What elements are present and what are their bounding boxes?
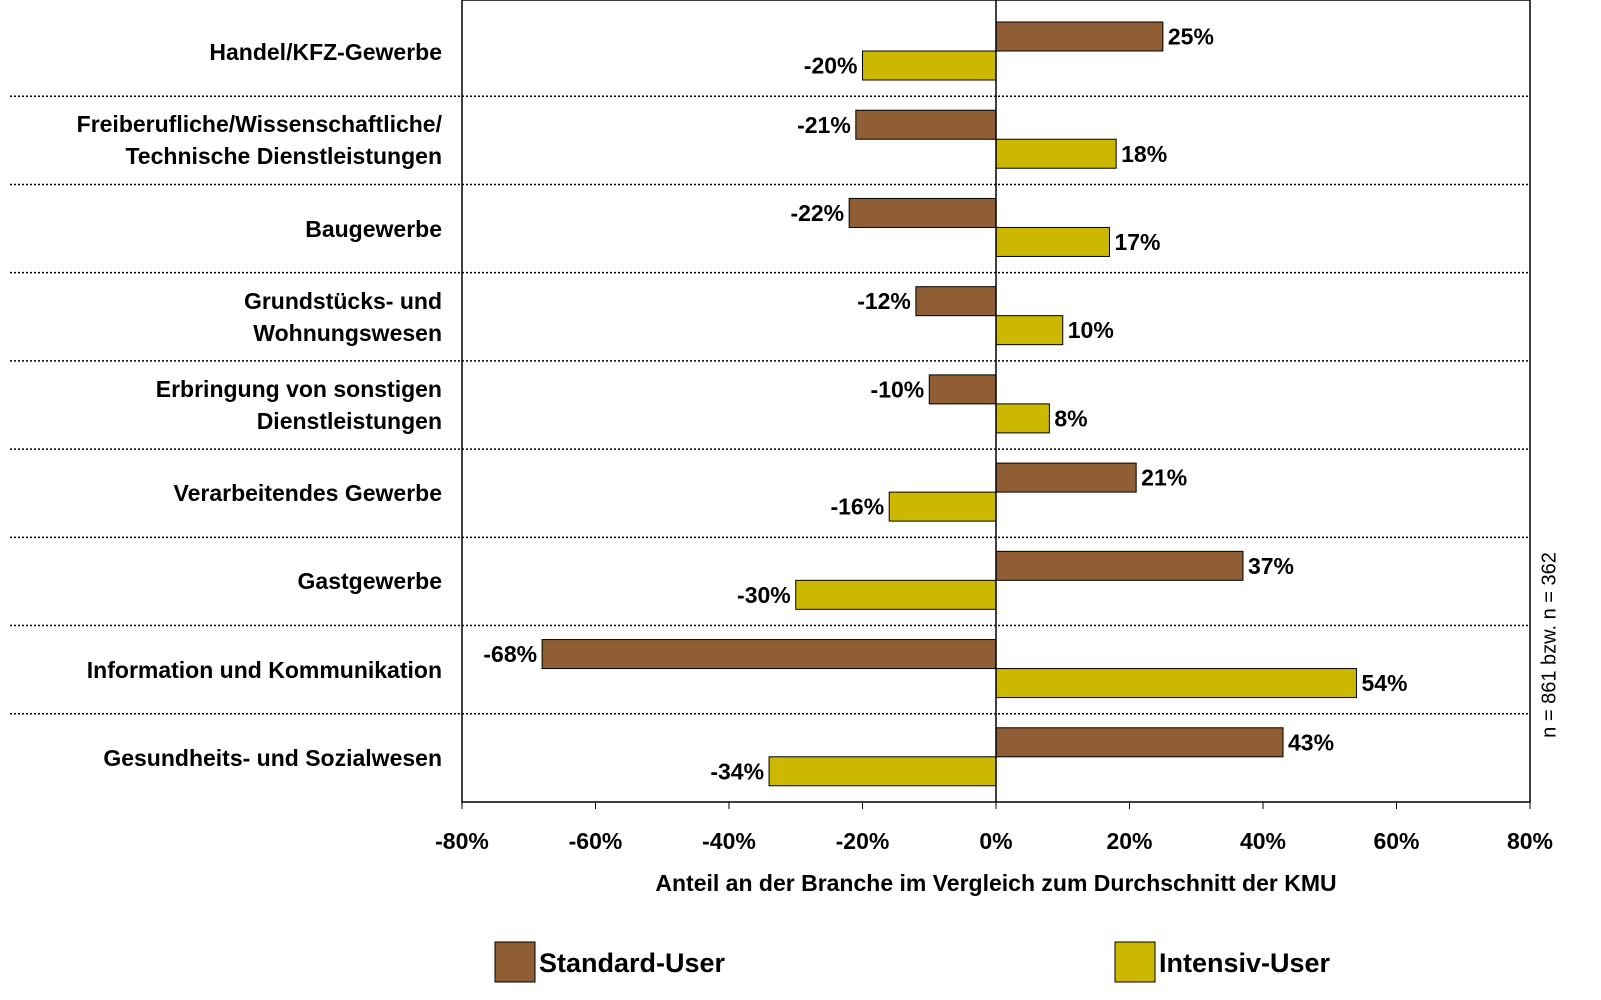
data-label: 10% bbox=[1068, 317, 1114, 343]
data-label: -12% bbox=[857, 288, 911, 314]
data-label: 54% bbox=[1361, 670, 1407, 696]
bar bbox=[855, 109, 997, 140]
bar bbox=[928, 374, 997, 405]
category-label: Freiberufliche/Wissenschaftliche/ Techni… bbox=[76, 111, 442, 170]
x-tick-label: -20% bbox=[836, 828, 890, 854]
bar bbox=[995, 21, 1164, 52]
bar bbox=[795, 579, 997, 610]
x-tick-label: 0% bbox=[979, 828, 1012, 854]
data-label: 17% bbox=[1114, 229, 1160, 255]
x-axis-title: Anteil an der Branche im Vergleich zum D… bbox=[655, 870, 1336, 896]
bar bbox=[862, 50, 997, 81]
data-label: 18% bbox=[1121, 141, 1167, 167]
legend-label: Intensiv-User bbox=[1159, 948, 1331, 978]
legend-swatch bbox=[494, 941, 536, 983]
bar bbox=[848, 197, 997, 228]
category-label: Verarbeitendes Gewerbe bbox=[173, 480, 442, 507]
data-label: 21% bbox=[1141, 465, 1187, 491]
data-label: 25% bbox=[1168, 24, 1214, 50]
legend-swatch bbox=[1114, 941, 1156, 983]
bar bbox=[915, 286, 997, 317]
bar bbox=[888, 491, 997, 522]
x-tick-label: 80% bbox=[1507, 828, 1553, 854]
bar bbox=[995, 727, 1284, 758]
category-label: Grundstücks- und Wohnungswesen bbox=[243, 287, 442, 346]
bar bbox=[995, 462, 1137, 493]
data-label: 43% bbox=[1288, 729, 1334, 755]
x-tick-label: -60% bbox=[569, 828, 623, 854]
x-tick-label: -80% bbox=[435, 828, 489, 854]
bar bbox=[995, 138, 1117, 169]
bar bbox=[995, 403, 1050, 434]
bar bbox=[995, 226, 1110, 257]
bar bbox=[541, 639, 997, 670]
data-label: -30% bbox=[737, 582, 791, 608]
note: n = 861 bzw. n = 362 bbox=[1538, 552, 1560, 738]
data-label: -68% bbox=[483, 641, 537, 667]
bar bbox=[995, 315, 1064, 346]
legend-label: Standard-User bbox=[539, 948, 726, 978]
category-label: Erbringung von sonstigen Dienstleistunge… bbox=[155, 376, 442, 434]
data-label: 37% bbox=[1248, 553, 1294, 579]
data-label: -21% bbox=[797, 112, 851, 138]
category-label: Baugewerbe bbox=[305, 215, 442, 242]
bar bbox=[995, 550, 1244, 581]
data-label: -20% bbox=[804, 53, 858, 79]
data-label: 8% bbox=[1054, 405, 1087, 431]
bar bbox=[995, 668, 1357, 699]
x-tick-label: 40% bbox=[1240, 828, 1286, 854]
category-label: Gastgewerbe bbox=[297, 568, 442, 595]
data-label: -22% bbox=[790, 200, 844, 226]
data-label: -10% bbox=[871, 376, 925, 402]
category-label: Information und Kommunikation bbox=[86, 656, 442, 683]
x-tick-label: 20% bbox=[1106, 828, 1152, 854]
bar bbox=[768, 756, 997, 787]
data-label: -16% bbox=[830, 494, 884, 520]
x-tick-label: -40% bbox=[702, 828, 756, 854]
category-label: Handel/KFZ-Gewerbe bbox=[209, 39, 442, 66]
data-label: -34% bbox=[710, 758, 764, 784]
category-label: Gesundheits- und Sozialwesen bbox=[103, 744, 442, 771]
x-tick-label: 60% bbox=[1373, 828, 1419, 854]
